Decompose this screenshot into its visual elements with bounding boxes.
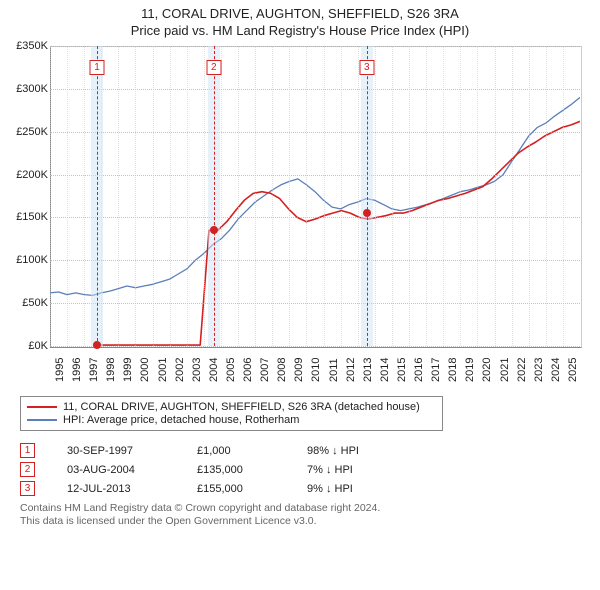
x-tick-label: 2012 <box>345 342 357 382</box>
y-tick-label: £50K <box>10 297 48 309</box>
x-tick-label: 2013 <box>362 342 374 382</box>
chart-lines <box>50 46 580 346</box>
x-tick-label: 2010 <box>310 342 322 382</box>
x-tick-label: 2002 <box>174 342 186 382</box>
event-row: 3 12-JUL-2013 £155,000 9% ↓ HPI <box>20 481 590 496</box>
y-tick-label: £250K <box>10 126 48 138</box>
x-tick-label: 2015 <box>396 342 408 382</box>
x-tick-label: 1999 <box>122 342 134 382</box>
x-tick-label: 2020 <box>481 342 493 382</box>
event-date: 30-SEP-1997 <box>67 445 177 457</box>
x-tick-label: 2001 <box>157 342 169 382</box>
y-tick-label: £150K <box>10 211 48 223</box>
x-tick-label: 2004 <box>208 342 220 382</box>
event-num-box: 1 <box>20 443 35 458</box>
legend-label-hpi: HPI: Average price, detached house, Roth… <box>63 414 299 426</box>
event-dot <box>363 209 371 217</box>
event-price: £135,000 <box>197 464 287 476</box>
event-row: 1 30-SEP-1997 £1,000 98% ↓ HPI <box>20 443 590 458</box>
x-tick-label: 2017 <box>430 342 442 382</box>
y-tick-label: £350K <box>10 40 48 52</box>
page-title: 11, CORAL DRIVE, AUGHTON, SHEFFIELD, S26… <box>10 6 590 21</box>
event-diff: 9% ↓ HPI <box>307 483 427 495</box>
footnote-line1: Contains HM Land Registry data © Crown c… <box>20 502 590 515</box>
page-subtitle: Price paid vs. HM Land Registry's House … <box>10 23 590 38</box>
event-dot <box>93 341 101 349</box>
x-tick-label: 2016 <box>413 342 425 382</box>
event-dot <box>210 226 218 234</box>
events-table: 1 30-SEP-1997 £1,000 98% ↓ HPI 2 03-AUG-2004 £… <box>20 443 590 496</box>
event-diff: 98% ↓ HPI <box>307 445 427 457</box>
chart: £0K £50K £100K £150K £200K £250K £300K £350K 199… <box>10 42 590 392</box>
event-marker: 1 <box>90 60 105 75</box>
x-tick-label: 2009 <box>293 342 305 382</box>
x-tick-label: 1996 <box>71 342 83 382</box>
legend: 11, CORAL DRIVE, AUGHTON, SHEFFIELD, S26… <box>20 396 443 431</box>
x-tick-label: 2019 <box>464 342 476 382</box>
event-diff: 7% ↓ HPI <box>307 464 427 476</box>
legend-swatch-price <box>27 406 57 408</box>
x-tick-label: 2023 <box>533 342 545 382</box>
x-tick-label: 2008 <box>276 342 288 382</box>
event-marker: 2 <box>206 60 221 75</box>
y-tick-label: £0K <box>10 340 48 352</box>
event-num-box: 2 <box>20 462 35 477</box>
x-tick-label: 2003 <box>191 342 203 382</box>
x-tick-label: 2011 <box>328 342 340 382</box>
x-tick-label: 1998 <box>105 342 117 382</box>
event-date: 12-JUL-2013 <box>67 483 177 495</box>
x-tick-label: 1995 <box>54 342 66 382</box>
x-tick-label: 2022 <box>516 342 528 382</box>
x-tick-label: 2024 <box>550 342 562 382</box>
y-tick-label: £300K <box>10 83 48 95</box>
x-tick-label: 2005 <box>225 342 237 382</box>
legend-swatch-hpi <box>27 419 57 421</box>
x-tick-label: 2007 <box>259 342 271 382</box>
legend-label-price: 11, CORAL DRIVE, AUGHTON, SHEFFIELD, S26… <box>63 401 420 413</box>
event-price: £155,000 <box>197 483 287 495</box>
y-tick-label: £100K <box>10 254 48 266</box>
x-tick-label: 2014 <box>379 342 391 382</box>
x-tick-label: 2025 <box>567 342 579 382</box>
event-date: 03-AUG-2004 <box>67 464 177 476</box>
x-tick-label: 2018 <box>447 342 459 382</box>
footnote-line2: This data is licensed under the Open Gov… <box>20 515 590 528</box>
event-num-box: 3 <box>20 481 35 496</box>
event-marker: 3 <box>359 60 374 75</box>
y-tick-label: £200K <box>10 169 48 181</box>
event-price: £1,000 <box>197 445 287 457</box>
x-tick-label: 2000 <box>139 342 151 382</box>
footnote: Contains HM Land Registry data © Crown c… <box>20 502 590 528</box>
x-tick-label: 2006 <box>242 342 254 382</box>
x-tick-label: 2021 <box>499 342 511 382</box>
event-row: 2 03-AUG-2004 £135,000 7% ↓ HPI <box>20 462 590 477</box>
